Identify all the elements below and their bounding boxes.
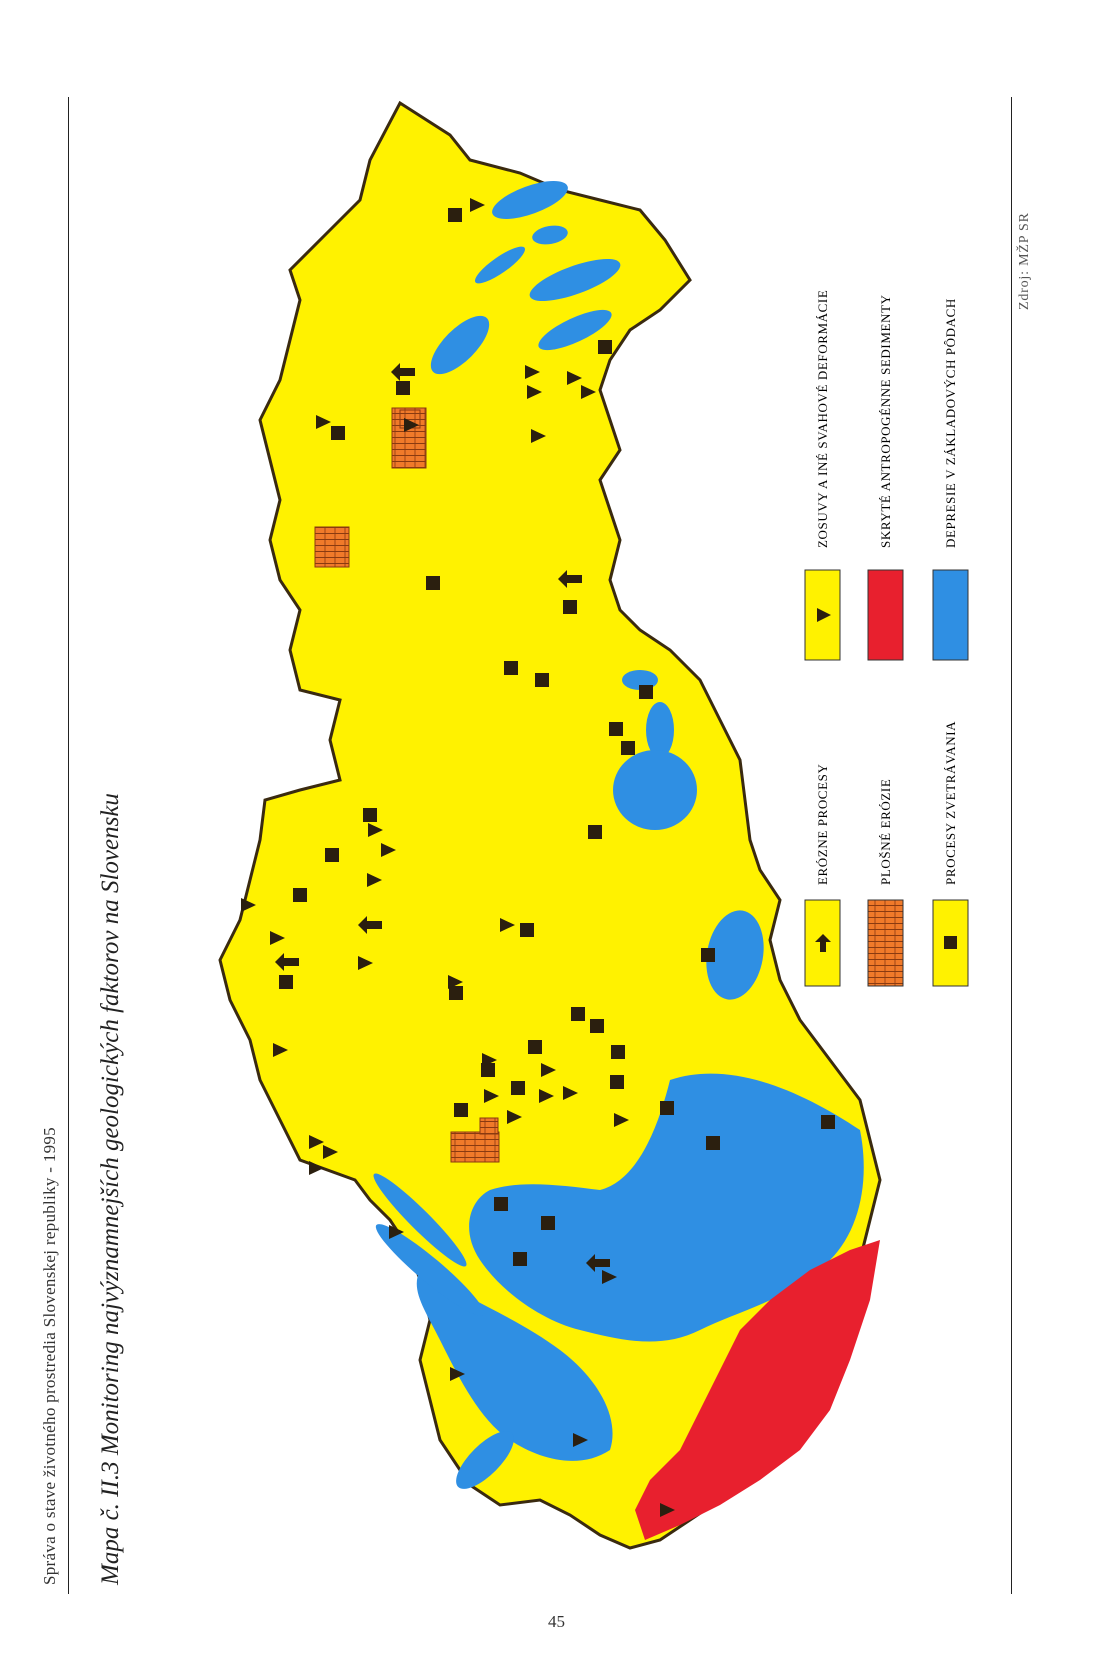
weathering-marker	[448, 208, 462, 222]
weathering-marker	[588, 825, 602, 839]
legend-swatch-landslides	[804, 569, 841, 661]
landslide-marker	[273, 1043, 288, 1057]
page-number: 45	[548, 1612, 565, 1631]
weathering-marker	[513, 1252, 527, 1266]
weathering-marker	[481, 1063, 495, 1077]
erosion-arrow-marker	[558, 570, 582, 588]
weathering-marker	[293, 888, 307, 902]
weathering-marker	[535, 673, 549, 687]
arrow-icon	[815, 934, 831, 952]
landslide-marker	[323, 1145, 338, 1159]
weathering-marker	[609, 722, 623, 736]
right-rule	[1011, 97, 1012, 1594]
weathering-marker	[639, 685, 653, 699]
landslide-marker	[539, 1089, 554, 1103]
weathering-marker	[660, 1101, 674, 1115]
landslide-marker	[309, 1135, 324, 1149]
weathering-marker	[494, 1197, 508, 1211]
weathering-marker	[520, 923, 534, 937]
erosion-areas	[314, 407, 500, 1163]
landslide-marker	[563, 1086, 578, 1100]
landslide-marker	[531, 429, 546, 443]
landslide-marker	[358, 956, 373, 970]
weathering-marker	[504, 661, 518, 675]
weathering-marker	[821, 1115, 835, 1129]
landslide-marker	[525, 365, 540, 379]
landslide-marker	[484, 1089, 499, 1103]
weathering-marker	[701, 948, 715, 962]
weathering-marker	[706, 1136, 720, 1150]
weathering-marker	[331, 426, 345, 440]
weathering-marker	[563, 600, 577, 614]
weathering-marker	[528, 1040, 542, 1054]
weathering-marker	[571, 1007, 585, 1021]
landslide-marker	[270, 931, 285, 945]
landslide-marker	[507, 1110, 522, 1124]
weathering-marker	[610, 1075, 624, 1089]
weathering-marker	[454, 1103, 468, 1117]
landslide-marker	[381, 843, 396, 857]
landslide-marker	[368, 823, 383, 837]
landslide-marker	[482, 1053, 497, 1067]
landslide-marker	[389, 1225, 404, 1239]
landslide-marker	[614, 1113, 629, 1127]
sediment-area	[635, 1240, 880, 1540]
erosion-arrow-marker	[275, 953, 299, 971]
left-rule	[68, 97, 69, 1594]
erosion-arrow-marker	[586, 1254, 610, 1272]
weathering-marker	[449, 986, 463, 1000]
legend-swatch-depressions	[932, 569, 969, 661]
landslide-marker	[367, 873, 382, 887]
landslide-marker	[404, 418, 419, 432]
weathering-marker	[325, 848, 339, 862]
weathering-marker	[621, 741, 635, 755]
legend-label-landslides: ZOSUVY A INÉ SVAHOVÉ DEFORMÁCIE	[815, 290, 830, 548]
weathering-marker	[396, 381, 410, 395]
weathering-marker	[279, 975, 293, 989]
erosion-arrow-marker	[358, 916, 382, 934]
legend-swatch-sediments	[867, 569, 904, 661]
landslide-marker	[470, 198, 485, 212]
weathering-marker	[426, 576, 440, 590]
landslide-marker	[602, 1270, 617, 1284]
legend-label-erosion-processes: ERÓZNE PROCESY	[815, 764, 830, 885]
legend-label-depressions: DEPRESIE V ZÁKLADOVÝCH PÔDACH	[943, 298, 958, 548]
weathering-marker	[541, 1216, 555, 1230]
legend-label-weathering: PROCESY ZVETRÁVANIA	[943, 721, 958, 885]
landslide-marker	[660, 1503, 675, 1517]
landslide-marker	[316, 415, 331, 429]
weathering-marker	[611, 1045, 625, 1059]
landslide-marker	[527, 385, 542, 399]
erosion-arrow-marker	[391, 363, 415, 381]
weathering-marker	[590, 1019, 604, 1033]
square-icon	[944, 936, 957, 949]
landslide-marker	[448, 975, 463, 989]
landslide-marker	[309, 1161, 324, 1175]
landslide-marker	[541, 1063, 556, 1077]
landslide-marker	[241, 898, 256, 912]
map-markers	[241, 198, 835, 1517]
triangle-icon	[817, 608, 831, 622]
legend-swatch-area-erosion	[867, 899, 904, 987]
landslide-marker	[573, 1433, 588, 1447]
legend-label-sediments: SKRYTÉ ANTROPOGÉNNE SEDIMENTY	[878, 294, 893, 548]
weathering-marker	[363, 808, 377, 822]
landslide-marker	[500, 918, 515, 932]
weathering-marker	[511, 1081, 525, 1095]
legend-label-area-erosion: PLOŠNÉ ERÓZIE	[878, 779, 893, 885]
map-legend: ERÓZNE PROCESY PLOŠNÉ ERÓZIE PROCESY ZVE…	[804, 290, 969, 987]
weathering-marker	[598, 340, 612, 354]
depression-areas	[373, 181, 864, 1489]
landslide-marker	[581, 385, 596, 399]
landslide-marker	[450, 1367, 465, 1381]
landslide-marker	[567, 371, 582, 385]
